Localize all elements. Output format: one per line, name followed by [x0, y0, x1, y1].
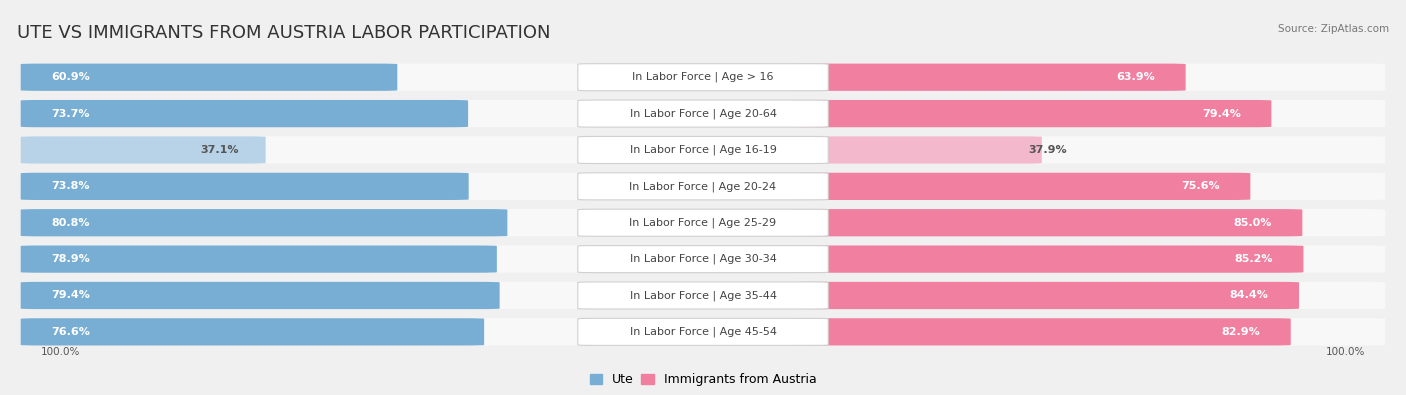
FancyBboxPatch shape [793, 173, 1250, 200]
Text: UTE VS IMMIGRANTS FROM AUSTRIA LABOR PARTICIPATION: UTE VS IMMIGRANTS FROM AUSTRIA LABOR PAR… [17, 24, 550, 42]
Text: In Labor Force | Age 35-44: In Labor Force | Age 35-44 [630, 290, 776, 301]
FancyBboxPatch shape [21, 282, 499, 309]
FancyBboxPatch shape [21, 136, 1385, 164]
FancyBboxPatch shape [793, 64, 1185, 91]
FancyBboxPatch shape [793, 318, 1291, 346]
FancyBboxPatch shape [21, 209, 1385, 236]
Text: 37.1%: 37.1% [201, 145, 239, 155]
FancyBboxPatch shape [578, 318, 828, 345]
Text: 85.0%: 85.0% [1233, 218, 1272, 228]
Text: 100.0%: 100.0% [41, 347, 80, 357]
FancyBboxPatch shape [793, 282, 1299, 309]
Text: 37.9%: 37.9% [1029, 145, 1067, 155]
Text: 79.4%: 79.4% [1202, 109, 1241, 118]
Text: 85.2%: 85.2% [1234, 254, 1272, 264]
FancyBboxPatch shape [21, 318, 484, 346]
FancyBboxPatch shape [21, 173, 468, 200]
FancyBboxPatch shape [21, 245, 496, 273]
FancyBboxPatch shape [793, 245, 1303, 273]
Text: In Labor Force | Age 20-64: In Labor Force | Age 20-64 [630, 108, 776, 119]
Text: In Labor Force | Age > 16: In Labor Force | Age > 16 [633, 72, 773, 83]
Text: 79.4%: 79.4% [51, 290, 90, 301]
Text: 73.7%: 73.7% [51, 109, 90, 118]
FancyBboxPatch shape [793, 209, 1302, 236]
Text: 73.8%: 73.8% [51, 181, 90, 191]
FancyBboxPatch shape [578, 246, 828, 273]
FancyBboxPatch shape [578, 100, 828, 127]
FancyBboxPatch shape [793, 136, 1042, 164]
Text: In Labor Force | Age 20-24: In Labor Force | Age 20-24 [630, 181, 776, 192]
FancyBboxPatch shape [578, 136, 828, 164]
Text: In Labor Force | Age 16-19: In Labor Force | Age 16-19 [630, 145, 776, 155]
Text: 80.8%: 80.8% [51, 218, 90, 228]
FancyBboxPatch shape [21, 245, 1385, 273]
FancyBboxPatch shape [21, 100, 1385, 127]
Text: 82.9%: 82.9% [1222, 327, 1260, 337]
FancyBboxPatch shape [21, 282, 1385, 309]
Text: In Labor Force | Age 25-29: In Labor Force | Age 25-29 [630, 218, 776, 228]
Text: 63.9%: 63.9% [1116, 72, 1156, 82]
FancyBboxPatch shape [21, 100, 468, 127]
FancyBboxPatch shape [578, 173, 828, 200]
FancyBboxPatch shape [21, 318, 1385, 346]
FancyBboxPatch shape [793, 100, 1271, 127]
FancyBboxPatch shape [578, 64, 828, 91]
Text: Source: ZipAtlas.com: Source: ZipAtlas.com [1278, 24, 1389, 34]
Legend: Ute, Immigrants from Austria: Ute, Immigrants from Austria [589, 373, 817, 386]
Text: 84.4%: 84.4% [1230, 290, 1268, 301]
FancyBboxPatch shape [21, 64, 398, 91]
Text: 100.0%: 100.0% [1326, 347, 1365, 357]
FancyBboxPatch shape [21, 209, 508, 236]
Text: 78.9%: 78.9% [51, 254, 90, 264]
FancyBboxPatch shape [21, 136, 266, 164]
FancyBboxPatch shape [21, 173, 1385, 200]
Text: In Labor Force | Age 30-34: In Labor Force | Age 30-34 [630, 254, 776, 264]
Text: 76.6%: 76.6% [51, 327, 90, 337]
FancyBboxPatch shape [21, 64, 1385, 91]
FancyBboxPatch shape [578, 209, 828, 236]
Text: In Labor Force | Age 45-54: In Labor Force | Age 45-54 [630, 327, 776, 337]
FancyBboxPatch shape [578, 282, 828, 309]
Text: 75.6%: 75.6% [1181, 181, 1220, 191]
Text: 60.9%: 60.9% [51, 72, 90, 82]
